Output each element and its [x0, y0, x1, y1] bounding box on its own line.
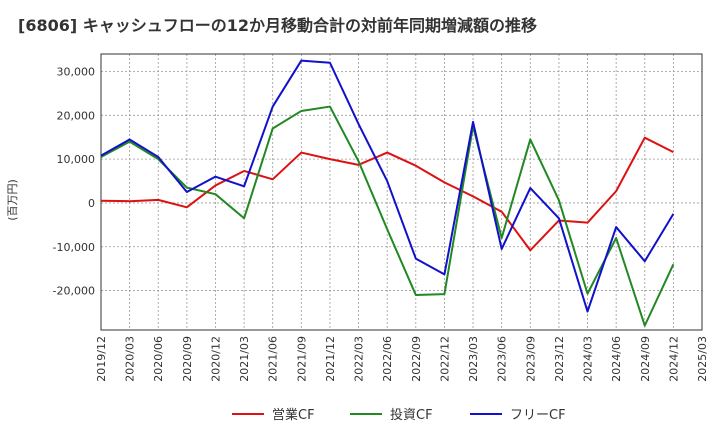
legend-label: 投資CF	[390, 407, 433, 423]
x-tick-label: 2025/03	[696, 336, 709, 382]
x-tick-label: 2024/06	[610, 336, 623, 382]
chart-title: [6806] キャッシュフローの12か月移動合計の対前年同期増減額の推移	[18, 16, 537, 35]
x-tick-label: 2020/09	[181, 336, 194, 382]
x-tick-label: 2023/09	[524, 336, 537, 382]
y-tick-label: 0	[88, 197, 95, 210]
x-tick-label: 2022/06	[381, 336, 394, 382]
x-tick-label: 2023/12	[553, 336, 566, 382]
legend-label: フリーCF	[510, 408, 566, 423]
x-tick-label: 2020/03	[124, 336, 137, 382]
x-tick-label: 2023/03	[467, 336, 480, 382]
y-axis-title: (百万円)	[6, 179, 19, 221]
x-tick-label: 2020/06	[152, 336, 165, 382]
x-tick-label: 2022/03	[353, 336, 366, 382]
x-axis-ticks: 2019/12 2020/03 2020/06 2020/09 2020/12 2021/…	[95, 336, 709, 382]
series-line	[100, 59, 675, 313]
legend-label: 営業CF	[272, 407, 315, 423]
x-tick-label: 2019/12	[95, 336, 108, 382]
x-tick-label: 2021/03	[238, 336, 251, 382]
plot-area-frame	[100, 53, 703, 331]
y-tick-label: 10,000	[57, 153, 96, 166]
x-tick-label: 2020/12	[209, 336, 222, 382]
grid	[100, 54, 703, 330]
y-axis-ticks: 30,000 20,000 10,000 0 -10,000 -20,000	[53, 66, 95, 298]
legend: 営業CF 投資CF フリーCF	[232, 407, 566, 423]
x-tick-label: 2021/09	[295, 336, 308, 382]
y-tick-label: -20,000	[53, 285, 95, 298]
x-tick-label: 2024/09	[639, 336, 652, 382]
series-line	[100, 105, 675, 327]
series-line	[100, 136, 674, 252]
x-tick-label: 2021/12	[324, 336, 337, 382]
y-tick-label: 30,000	[57, 66, 96, 79]
x-tick-label: 2022/12	[438, 336, 451, 382]
y-tick-label: -10,000	[53, 241, 95, 254]
x-tick-label: 2023/06	[496, 336, 509, 382]
x-tick-label: 2024/12	[667, 336, 680, 382]
y-tick-label: 20,000	[57, 109, 96, 122]
x-tick-label: 2021/06	[267, 336, 280, 382]
series-lines	[100, 59, 675, 327]
x-tick-label: 2024/03	[582, 336, 595, 382]
x-tick-label: 2022/09	[410, 336, 423, 382]
